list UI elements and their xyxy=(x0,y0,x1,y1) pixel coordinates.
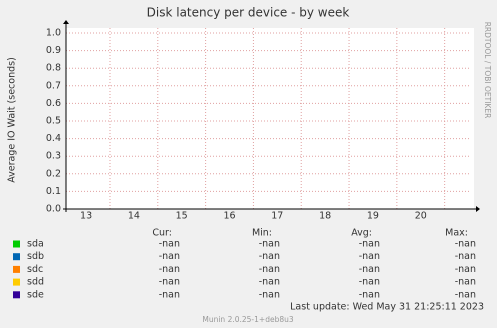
x-tick-label: 15 xyxy=(176,211,188,222)
y-axis-arrow xyxy=(63,20,69,24)
legend-swatch xyxy=(13,265,20,273)
x-tick-label: 13 xyxy=(80,211,92,222)
stat-value: -nan xyxy=(359,251,380,262)
stat-value: -nan xyxy=(455,239,476,250)
stat-value: -nan xyxy=(159,277,180,288)
x-tick-label: 16 xyxy=(223,211,235,222)
y-tick-label: 0.0 xyxy=(46,204,61,215)
stat-value: -nan xyxy=(259,239,280,250)
legend-label: sda xyxy=(27,239,44,250)
stat-header: Max: xyxy=(445,228,468,239)
watermark: RRDTOOL / TOBI OETIKER xyxy=(483,22,492,119)
x-tick-label: 18 xyxy=(319,211,331,222)
y-tick-label: 0.6 xyxy=(46,98,61,109)
stat-value: -nan xyxy=(455,264,476,275)
stat-header: Avg: xyxy=(351,228,372,239)
legend-swatch xyxy=(13,240,20,248)
legend-swatch xyxy=(13,253,20,261)
y-tick-label: 0.4 xyxy=(46,133,61,144)
stat-value: -nan xyxy=(359,277,380,288)
legend-label: sdb xyxy=(27,251,44,262)
x-tick-label: 19 xyxy=(367,211,379,222)
stat-value: -nan xyxy=(159,289,180,300)
stat-value: -nan xyxy=(259,264,280,275)
stat-value: -nan xyxy=(259,251,280,262)
legend-swatch xyxy=(13,291,20,299)
y-tick-label: 0.2 xyxy=(46,168,61,179)
stat-header: Cur: xyxy=(152,228,172,239)
plot-area xyxy=(66,28,474,209)
stat-value: -nan xyxy=(455,277,476,288)
stat-value: -nan xyxy=(259,289,280,300)
y-tick-label: 0.8 xyxy=(46,63,61,74)
stat-value: -nan xyxy=(359,289,380,300)
stat-value: -nan xyxy=(159,239,180,250)
x-tick-label: 20 xyxy=(415,211,427,222)
y-tick-label: 1.0 xyxy=(46,28,61,39)
stat-value: -nan xyxy=(159,251,180,262)
legend-label: sde xyxy=(27,289,44,300)
footer: Munin 2.0.25-1+deb8u3 xyxy=(202,315,293,324)
last-update: Last update: Wed May 31 21:25:11 2023 xyxy=(290,302,484,313)
x-tick-label: 14 xyxy=(128,211,140,222)
stat-header: Min: xyxy=(252,228,272,239)
legend-swatch xyxy=(13,278,20,286)
x-tick-label: 17 xyxy=(271,211,283,222)
stat-value: -nan xyxy=(359,264,380,275)
stat-value: -nan xyxy=(455,251,476,262)
stat-value: -nan xyxy=(259,277,280,288)
y-tick-label: 0.5 xyxy=(46,116,61,127)
stat-value: -nan xyxy=(455,289,476,300)
stat-value: -nan xyxy=(359,239,380,250)
y-tick-label: 0.9 xyxy=(46,45,61,56)
legend-label: sdc xyxy=(27,264,43,275)
y-tick-label: 0.7 xyxy=(46,80,61,91)
y-axis-label: Average IO Wait (seconds) xyxy=(7,57,18,183)
y-tick-label: 0.1 xyxy=(46,186,61,197)
y-tick-label: 0.3 xyxy=(46,151,61,162)
x-axis-arrow xyxy=(476,206,480,212)
chart-title: Disk latency per device - by week xyxy=(147,6,350,20)
stat-value: -nan xyxy=(159,264,180,275)
legend-label: sdd xyxy=(27,277,44,288)
